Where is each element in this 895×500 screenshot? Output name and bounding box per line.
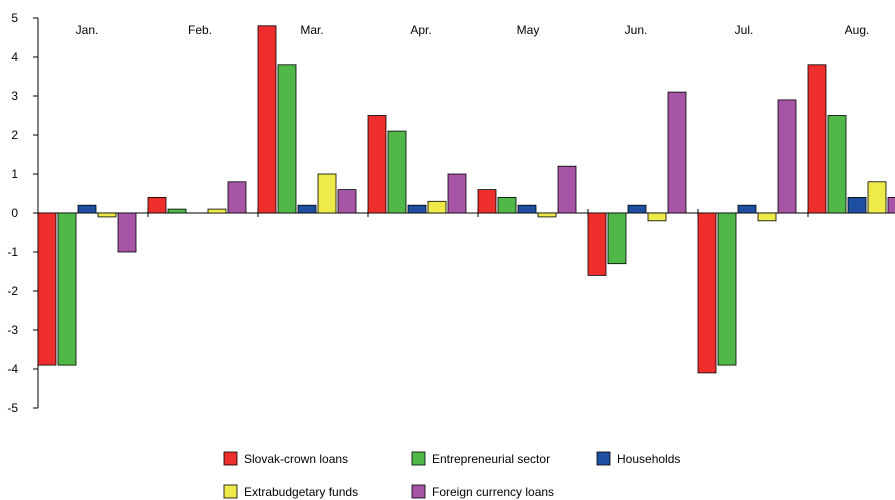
bar-1-0 bbox=[57, 212, 77, 366]
bar-1-2 bbox=[277, 64, 297, 214]
bar-1-6 bbox=[717, 212, 737, 366]
bar-0-5 bbox=[587, 212, 607, 276]
bar-2-2 bbox=[297, 204, 317, 214]
bar-2-3 bbox=[407, 204, 427, 214]
category-label: May bbox=[517, 23, 540, 37]
category-label: Aug. bbox=[845, 23, 870, 37]
bar-0-2 bbox=[257, 25, 277, 214]
bar-0-4 bbox=[477, 189, 497, 214]
category-label: Apr. bbox=[410, 23, 431, 37]
bar-2-7 bbox=[847, 196, 867, 214]
bar-3-6 bbox=[757, 212, 777, 222]
legend-swatch bbox=[223, 484, 238, 499]
legend-swatch bbox=[411, 484, 426, 499]
bar-4-7 bbox=[887, 196, 895, 214]
legend-label: Entrepreneurial sector bbox=[432, 452, 550, 466]
bar-2-6 bbox=[737, 204, 757, 214]
y-tick-label: -3 bbox=[7, 323, 18, 337]
bar-4-2 bbox=[337, 189, 357, 214]
y-tick-label: 0 bbox=[11, 206, 18, 220]
bar-3-3 bbox=[427, 200, 447, 214]
bar-3-1 bbox=[207, 208, 227, 214]
category-label: Jun. bbox=[625, 23, 648, 37]
bar-3-0 bbox=[97, 212, 117, 218]
bar-0-6 bbox=[697, 212, 717, 374]
y-tick-label: 3 bbox=[11, 89, 18, 103]
bar-2-0 bbox=[77, 204, 97, 214]
y-tick-label: 2 bbox=[11, 128, 18, 142]
bar-0-3 bbox=[367, 115, 387, 214]
y-tick-label: -5 bbox=[7, 401, 18, 415]
category-label: Jul. bbox=[735, 23, 754, 37]
y-tick-label: -4 bbox=[7, 362, 18, 376]
legend-label: Foreign currency loans bbox=[432, 485, 554, 499]
bar-4-4 bbox=[557, 165, 577, 214]
bar-4-3 bbox=[447, 173, 467, 214]
bar-0-1 bbox=[147, 196, 167, 214]
legend-label: Extrabudgetary funds bbox=[244, 485, 358, 499]
y-tick-label: -1 bbox=[7, 245, 18, 259]
bar-0-0 bbox=[37, 212, 57, 366]
bars bbox=[37, 25, 895, 374]
category-label: Feb. bbox=[188, 23, 212, 37]
category-label: Jan. bbox=[76, 23, 99, 37]
bar-4-0 bbox=[117, 212, 137, 253]
bar-1-3 bbox=[387, 130, 407, 214]
legend-swatch bbox=[596, 451, 611, 466]
y-tick-label: 1 bbox=[11, 167, 18, 181]
bar-4-6 bbox=[777, 99, 797, 214]
legend-swatch bbox=[411, 451, 426, 466]
legend-label: Slovak-crown loans bbox=[244, 452, 348, 466]
bar-0-7 bbox=[807, 64, 827, 214]
bar-2-4 bbox=[517, 204, 537, 214]
bar-1-1 bbox=[167, 208, 187, 214]
bar-3-4 bbox=[537, 212, 557, 218]
legend-swatch bbox=[223, 451, 238, 466]
legend-label: Households bbox=[617, 452, 680, 466]
bar-2-5 bbox=[627, 204, 647, 214]
y-tick-label: 4 bbox=[11, 50, 18, 64]
bar-3-2 bbox=[317, 173, 337, 214]
bar-1-4 bbox=[497, 196, 517, 214]
y-ticks: 5 4 3 2 1 0 -1 -2 -3 -4 -5 bbox=[7, 11, 38, 415]
bar-1-7 bbox=[827, 115, 847, 214]
category-label: Mar. bbox=[300, 23, 323, 37]
bar-4-1 bbox=[227, 181, 247, 214]
y-tick-label: 5 bbox=[11, 11, 18, 25]
bar-3-7 bbox=[867, 181, 887, 214]
bar-1-5 bbox=[607, 212, 627, 265]
y-tick-label: -2 bbox=[7, 284, 18, 298]
bar-4-5 bbox=[667, 91, 687, 214]
month-labels: Jan. Feb. Mar. Apr. May Jun. Jul. Aug. bbox=[76, 23, 870, 37]
bar-3-5 bbox=[647, 212, 667, 222]
legend: Slovak-crown loans Entrepreneurial sector… bbox=[223, 451, 680, 499]
